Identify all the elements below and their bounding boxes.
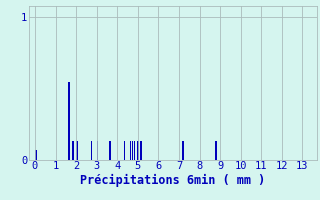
Bar <box>130 141 131 160</box>
Bar <box>91 141 92 160</box>
Bar <box>132 141 133 160</box>
Bar <box>97 141 99 160</box>
Bar <box>137 141 139 160</box>
Bar <box>68 82 70 160</box>
Bar <box>109 141 111 160</box>
X-axis label: Précipitations 6min ( mm ): Précipitations 6min ( mm ) <box>80 174 265 187</box>
Bar <box>35 150 37 160</box>
Bar <box>215 141 217 160</box>
Bar <box>134 141 135 160</box>
Bar <box>76 141 78 160</box>
Bar <box>72 141 74 160</box>
Bar <box>140 141 142 160</box>
Bar <box>124 141 125 160</box>
Bar <box>182 141 184 160</box>
